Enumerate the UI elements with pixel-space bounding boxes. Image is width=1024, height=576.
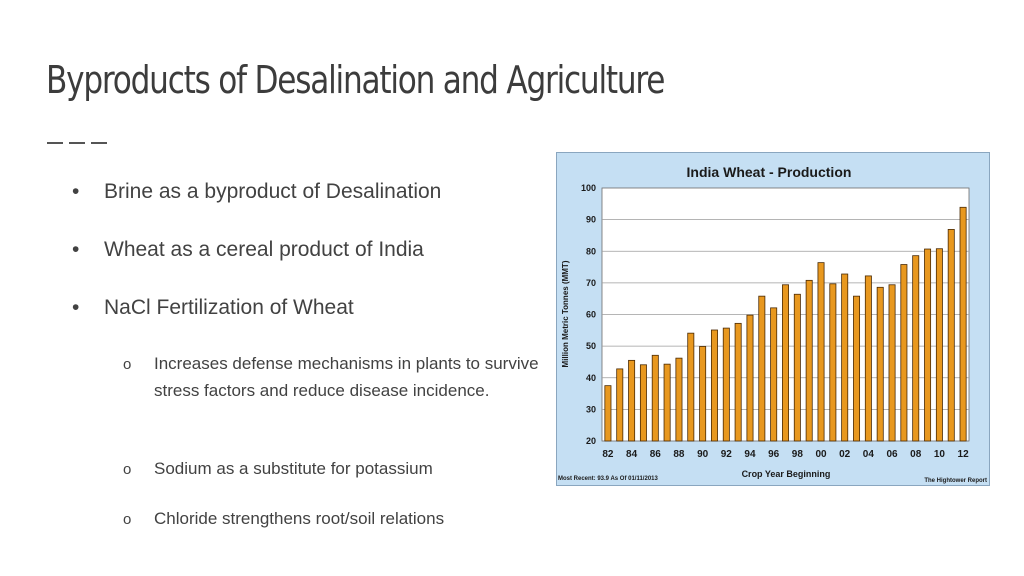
y-tick-label: 100 <box>581 183 596 193</box>
bar-1995 <box>758 295 766 442</box>
x-tick-label: 84 <box>626 449 638 460</box>
x-tick-label: 02 <box>839 449 851 460</box>
bar-2000 <box>817 262 825 442</box>
bar-1985 <box>639 364 647 442</box>
x-tick-label: 10 <box>934 449 946 460</box>
bar-1999 <box>805 279 813 442</box>
bullet-marker: • <box>72 238 80 261</box>
sub-bullet-marker: o <box>123 356 132 373</box>
bars <box>604 206 967 442</box>
bar-1984 <box>628 359 636 442</box>
bullet-text: NaCl Fertilization of Wheat <box>104 296 354 319</box>
x-tick-label: 82 <box>602 449 614 460</box>
bar-1992 <box>722 327 730 442</box>
bar-2007 <box>900 264 908 442</box>
bar-1988 <box>675 357 683 442</box>
sub-bullet-text: Sodium as a substitute for potassium <box>154 459 433 478</box>
x-tick-label: 12 <box>958 449 970 460</box>
sub-bullet-marker: o <box>123 511 132 528</box>
bar-1997 <box>782 284 789 442</box>
y-tick-label: 60 <box>586 310 596 320</box>
bar-1986 <box>651 354 659 442</box>
x-tick-label: 86 <box>650 449 662 460</box>
x-tick-labels: 82 84 86 88 90 92 94 96 98 00 02 04 06 08 10 12 <box>602 449 969 460</box>
title-underline <box>47 142 107 144</box>
x-tick-label: 98 <box>792 449 804 460</box>
bullet-text: Wheat as a cereal product of India <box>104 238 424 261</box>
x-tick-label: 92 <box>721 449 733 460</box>
x-tick-label: 04 <box>863 449 875 460</box>
sub-bullet-marker: o <box>123 461 132 478</box>
bar-2009 <box>924 248 932 442</box>
x-tick-label: 06 <box>886 449 898 460</box>
bar-1998 <box>793 293 801 442</box>
y-tick-label: 80 <box>586 246 596 256</box>
y-tick-label: 20 <box>586 436 596 446</box>
bar-1990 <box>699 346 707 442</box>
bar-1991 <box>710 329 718 442</box>
x-axis-label: Crop Year Beginning <box>742 469 831 479</box>
bar-1996 <box>770 307 778 442</box>
x-tick-label: 90 <box>697 449 709 460</box>
footnote-source: The Hightower Report <box>924 478 987 484</box>
bar-2001 <box>829 283 837 442</box>
y-tick-label: 50 <box>586 341 596 351</box>
y-tick-label: 70 <box>586 278 596 288</box>
bar-2005 <box>876 286 884 442</box>
x-tick-label: 00 <box>815 449 827 460</box>
y-tick-label: 90 <box>586 215 596 225</box>
footnote-most-recent: Most Recent: 93.9 As Of 01/11/2013 <box>558 476 658 482</box>
bar-1987 <box>663 363 671 442</box>
x-tick-label: 88 <box>673 449 685 460</box>
chart-title: India Wheat - Production <box>687 164 852 180</box>
sub-bullet-text: Chloride strengthens root/soil relations <box>154 509 445 528</box>
x-tick-label: 08 <box>910 449 922 460</box>
y-tick-label: 40 <box>586 373 596 383</box>
bar-2006 <box>888 284 896 442</box>
bar-1983 <box>616 368 624 442</box>
x-tick-label: 96 <box>768 449 780 460</box>
bar-1993 <box>734 322 742 442</box>
bar-2003 <box>853 295 861 442</box>
x-tick-label: 94 <box>744 449 756 460</box>
y-tick-labels: 20 30 40 50 60 70 80 90 100 <box>581 183 596 446</box>
wheat-production-chart: 20 30 40 50 60 70 80 90 100 82 84 86 88 90 92 94 96 98 00… <box>556 152 990 486</box>
bar-2008 <box>912 255 920 442</box>
bullet-marker: • <box>72 180 80 203</box>
bar-2010 <box>935 248 943 442</box>
bar-1994 <box>746 314 754 442</box>
y-tick-label: 30 <box>586 404 596 414</box>
y-axis-label: Million Metric Tonnes (MMT) <box>561 260 570 367</box>
chart-svg: 20 30 40 50 60 70 80 90 100 82 84 86 88 90 92 94 96 98 00… <box>556 152 990 486</box>
bar-2004 <box>864 275 872 442</box>
bar-2002 <box>841 273 849 442</box>
bar-1989 <box>687 332 695 442</box>
bullet-text: Brine as a byproduct of Desalination <box>104 180 442 203</box>
bar-2012 <box>959 206 967 442</box>
bar-2011 <box>947 229 955 442</box>
sub-bullet-text: Increases defense mechanisms in plants t… <box>154 354 539 400</box>
bullet-marker: • <box>72 296 80 319</box>
bar-1982 <box>604 385 612 442</box>
slide-title: Byproducts of Desalination and Agricultu… <box>46 58 665 102</box>
